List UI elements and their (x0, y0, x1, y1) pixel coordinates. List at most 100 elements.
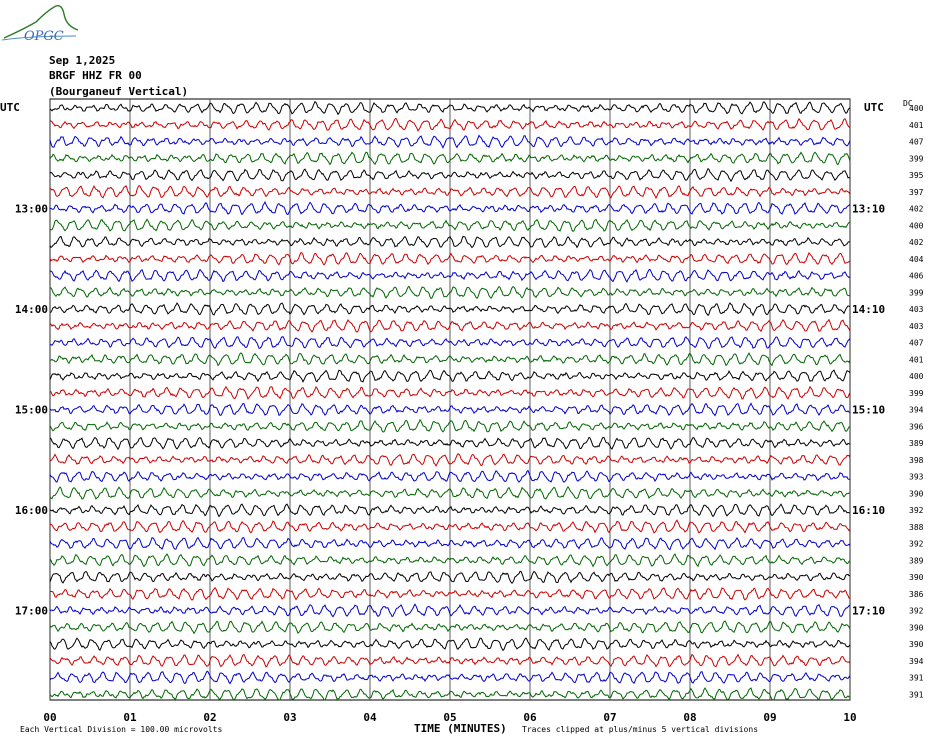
x-tick-labels: 00 01 02 03 04 05 06 07 08 09 10 (43, 711, 856, 724)
x-tick-label: 06 (523, 711, 537, 724)
trace-row-32 (49, 637, 851, 652)
trace-row-21 (49, 453, 851, 467)
dc-offset-label: 386 (909, 590, 924, 599)
trace-row-34 (49, 670, 851, 685)
trace-row-12 (49, 302, 851, 317)
dc-offset-label: 397 (909, 188, 924, 197)
trace-row-2 (49, 134, 851, 149)
dc-offset-label: 393 (909, 473, 924, 482)
x-tick-label: 00 (43, 711, 56, 724)
right-time-label: 17:10 (852, 605, 885, 618)
trace-row-5 (49, 184, 851, 200)
x-tick-label: 10 (843, 711, 856, 724)
dc-offset-label: 390 (909, 573, 924, 582)
left-time-labels: 13:00 14:00 15:00 16:00 17:00 (15, 203, 48, 618)
x-axis-title: TIME (MINUTES) (414, 722, 507, 735)
dc-offset-label: 394 (909, 406, 924, 415)
dc-offset-label: 391 (909, 674, 924, 683)
right-time-label: 16:10 (852, 504, 885, 517)
dc-offset-label: 407 (909, 138, 924, 147)
dc-offset-label: 403 (909, 322, 924, 331)
dc-offset-label: 400 (909, 221, 924, 230)
dc-offset-label: 390 (909, 640, 924, 649)
x-tick-label: 03 (283, 711, 296, 724)
dc-offset-label: 399 (909, 288, 924, 297)
dc-offset-label: 407 (909, 339, 924, 348)
dc-offset-label: 395 (909, 171, 924, 180)
trace-row-26 (49, 536, 851, 551)
logo-text: OPGC (24, 29, 64, 44)
time-gridlines (49, 99, 851, 700)
dc-offset-label: 402 (909, 238, 924, 247)
utc-label-left: UTC (0, 101, 20, 114)
trace-row-31 (49, 620, 851, 635)
dc-offset-label: 391 (909, 690, 924, 699)
trace-row-1 (49, 117, 851, 132)
seismic-traces (49, 100, 851, 701)
x-tick-label: 08 (683, 711, 696, 724)
trace-row-30 (49, 603, 851, 618)
opgc-logo: OPGC (1, 4, 79, 44)
x-tick-label: 04 (363, 711, 377, 724)
dc-offset-label: 404 (909, 255, 924, 264)
trace-row-29 (49, 586, 851, 601)
dc-offset-label: 402 (909, 205, 924, 214)
trace-row-25 (49, 519, 851, 534)
trace-row-22 (49, 469, 851, 483)
dc-offset-label: 396 (909, 422, 924, 431)
trace-row-14 (49, 336, 851, 350)
right-time-label: 14:10 (852, 303, 885, 316)
trace-row-0 (49, 100, 851, 116)
dc-header: DC (903, 99, 913, 108)
dc-offset-label: 390 (909, 623, 924, 632)
trace-row-13 (49, 318, 851, 333)
dc-offset-label: 406 (909, 272, 924, 281)
header-station: BRGF HHZ FR 00 (49, 69, 142, 82)
trace-row-6 (49, 200, 851, 216)
x-tick-label: 05 (443, 711, 456, 724)
left-time-label: 16:00 (15, 504, 48, 517)
left-time-label: 15:00 (15, 404, 48, 417)
trace-row-19 (49, 418, 851, 433)
dc-offset-label: 389 (909, 439, 924, 448)
x-tick-label: 02 (203, 711, 216, 724)
right-time-labels: 13:10 14:10 15:10 16:10 17:10 (852, 203, 885, 618)
footer-vertical-division: Each Vertical Division = 100.00 microvol… (20, 725, 222, 734)
trace-row-27 (49, 553, 851, 568)
utc-label-right: UTC (864, 101, 884, 114)
left-time-label: 13:00 (15, 203, 48, 216)
left-time-label: 17:00 (15, 605, 48, 618)
left-time-label: 14:00 (15, 303, 48, 316)
x-tick-label: 09 (763, 711, 776, 724)
header-location: (Bourganeuf Vertical) (49, 85, 189, 98)
trace-row-4 (49, 167, 851, 183)
trace-row-15 (49, 352, 851, 367)
right-time-label: 13:10 (852, 203, 885, 216)
trace-row-23 (49, 486, 851, 500)
header-date: Sep 1,2025 (49, 54, 116, 67)
trace-row-24 (49, 503, 851, 518)
trace-row-35 (49, 687, 851, 701)
dc-offset-label: 399 (909, 389, 924, 398)
dc-offset-label: 388 (909, 523, 924, 532)
trace-row-7 (49, 218, 851, 233)
dc-offset-label: 392 (909, 506, 924, 515)
dc-offset-label: 400 (909, 104, 924, 113)
dc-offset-label: 398 (909, 456, 924, 465)
dc-offset-label: 389 (909, 556, 924, 565)
trace-row-10 (49, 268, 851, 283)
dc-offset-label: 399 (909, 154, 924, 163)
dc-offset-labels: 400 401 407 399 395 397 402 400 402 404 406 399 403 4… (909, 104, 924, 699)
trace-row-3 (49, 151, 851, 166)
dc-offset-label: 392 (909, 607, 924, 616)
dc-offset-label: 401 (909, 121, 924, 130)
trace-row-11 (49, 285, 851, 300)
x-tick-label: 07 (603, 711, 616, 724)
dc-offset-label: 392 (909, 540, 924, 549)
trace-row-16 (49, 369, 851, 383)
dc-offset-label: 401 (909, 355, 924, 364)
trace-row-28 (49, 570, 851, 584)
trace-row-20 (49, 436, 851, 451)
trace-row-33 (49, 653, 851, 668)
